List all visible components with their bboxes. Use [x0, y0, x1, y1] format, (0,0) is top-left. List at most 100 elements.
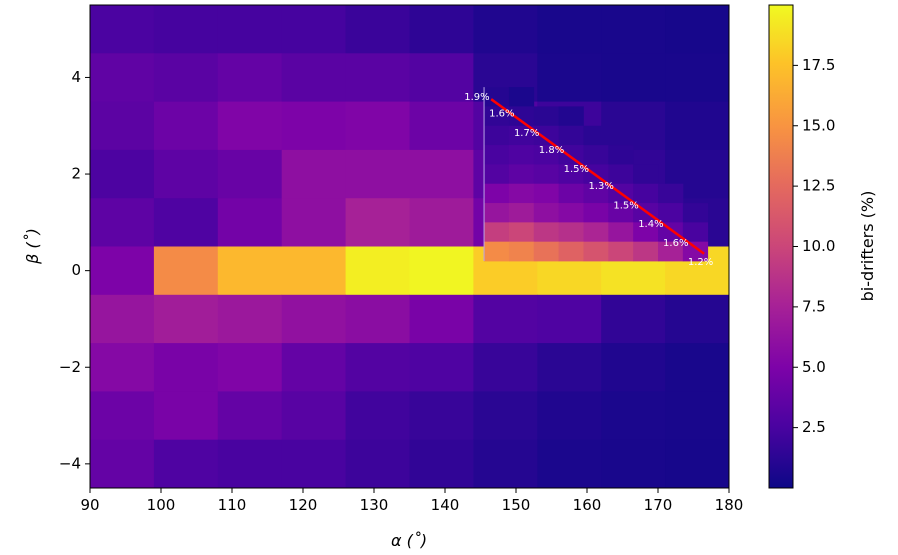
inset-cell: [658, 183, 684, 204]
path-overlay: 1.9%1.6%1.7%1.8%1.5%1.3%1.5%1.4%1.6%1.2%: [464, 92, 713, 268]
heatmap-cell: [601, 101, 666, 151]
inset-cell: [484, 183, 510, 204]
heatmap-cell: [665, 5, 730, 54]
heatmap-cell: [601, 439, 666, 489]
heatmap-cell: [473, 391, 538, 441]
heatmap-cell: [217, 53, 283, 102]
inset-cell: [658, 222, 684, 243]
heatmap-cell: [345, 149, 410, 199]
heatmap-cell: [537, 391, 602, 441]
colorbar: [768, 4, 794, 489]
inset-cell: [484, 145, 510, 165]
heatmap-cell: [537, 294, 602, 344]
heatmap-cell: [345, 101, 410, 151]
heatmap-cell: [281, 53, 346, 102]
inset-cell: [682, 222, 709, 243]
percent-annotation: 1.8%: [539, 145, 564, 156]
heatmap-cell: [665, 439, 730, 489]
inset-cell: [583, 125, 609, 146]
inset-cell: [558, 164, 584, 185]
heatmap-cell: [90, 101, 155, 151]
heatmap-cell: [281, 5, 346, 54]
heatmap-cell: [90, 343, 155, 392]
heatmap-cell: [537, 343, 602, 392]
inset-cell: [558, 145, 584, 165]
heatmap-cell: [409, 198, 474, 247]
y-tick-label: 0: [71, 261, 81, 279]
y-tick-label: 2: [71, 165, 81, 183]
heatmap-cell: [409, 5, 474, 54]
heatmap-cell: [409, 343, 474, 392]
heatmap-cell: [345, 5, 410, 54]
x-tick-label: 170: [644, 496, 673, 514]
x-tick-label: 90: [80, 496, 99, 514]
heatmap-cell: [217, 294, 283, 344]
heatmap-cell: [601, 5, 666, 54]
inset-cell: [583, 241, 609, 262]
y-tick-label: 4: [71, 68, 81, 86]
heatmap-cell: [153, 294, 219, 344]
inset-cell: [508, 183, 535, 204]
inset-cell: [484, 125, 510, 146]
inset-cell: [558, 241, 584, 262]
plot-frame: [89, 4, 730, 489]
inset-cell: [484, 87, 510, 107]
heatmap-cell: [217, 391, 283, 441]
heatmap-cell: [90, 149, 155, 199]
heatmap-cell: [90, 294, 155, 344]
y-axis: −4 −2 0 2 4: [59, 68, 90, 472]
heatmap-cell: [217, 246, 283, 296]
heatmap-cell: [601, 294, 666, 344]
heatmap-cell: [409, 149, 474, 199]
inset-cell: [608, 164, 634, 185]
colorbar-tick-label: 12.5: [802, 177, 835, 195]
heatmap-cell: [153, 391, 219, 441]
heatmap-cell: [345, 246, 410, 296]
inset-cell: [533, 106, 559, 127]
inset-cell: [633, 183, 659, 204]
heatmap-cell: [345, 439, 410, 489]
heatmap-cell: [665, 101, 730, 151]
inset-cell: [533, 145, 559, 165]
inset-cell: [558, 125, 584, 146]
colorbar-tick-label: 17.5: [802, 56, 835, 74]
inset-cell: [508, 87, 535, 107]
inset-cell: [583, 183, 609, 204]
inset-cell: [508, 145, 535, 165]
colorbar-tick-label: 2.5: [802, 418, 826, 436]
x-tick-label: 160: [573, 496, 602, 514]
heatmap-cell: [409, 101, 474, 151]
heatmap-cell: [281, 343, 346, 392]
inset-cell: [508, 203, 535, 223]
inset-cell: [633, 222, 659, 243]
inset-cell: [658, 203, 684, 223]
heatmap-cell: [90, 439, 155, 489]
inset-cell: [484, 203, 510, 223]
heatmap-cell: [90, 391, 155, 441]
x-tick-label: 150: [502, 496, 531, 514]
heatmap-cell: [217, 149, 283, 199]
x-tick-label: 100: [147, 496, 176, 514]
heatmap-cell: [153, 343, 219, 392]
inset-cell: [583, 203, 609, 223]
inset-cell: [633, 164, 659, 185]
inset-cell: [658, 241, 684, 262]
heatmap-cell: [665, 294, 730, 344]
x-axis-label: α (˚): [391, 531, 427, 550]
heatmap-cell: [601, 391, 666, 441]
inset-cell: [558, 222, 584, 243]
heatmap-cell: [665, 53, 730, 102]
inset-cell: [558, 106, 584, 127]
inset-cell: [682, 241, 709, 262]
inset-cell: [533, 241, 559, 262]
heatmap-cell: [153, 198, 219, 247]
heatmap-cell: [601, 53, 666, 102]
inset-cell: [608, 222, 634, 243]
x-tick-label: 140: [431, 496, 460, 514]
heatmap-cell: [281, 101, 346, 151]
percent-annotation: 1.6%: [663, 238, 688, 249]
inset-cell: [608, 145, 634, 165]
percent-annotation: 1.5%: [613, 200, 638, 211]
inset-cell: [533, 183, 559, 204]
